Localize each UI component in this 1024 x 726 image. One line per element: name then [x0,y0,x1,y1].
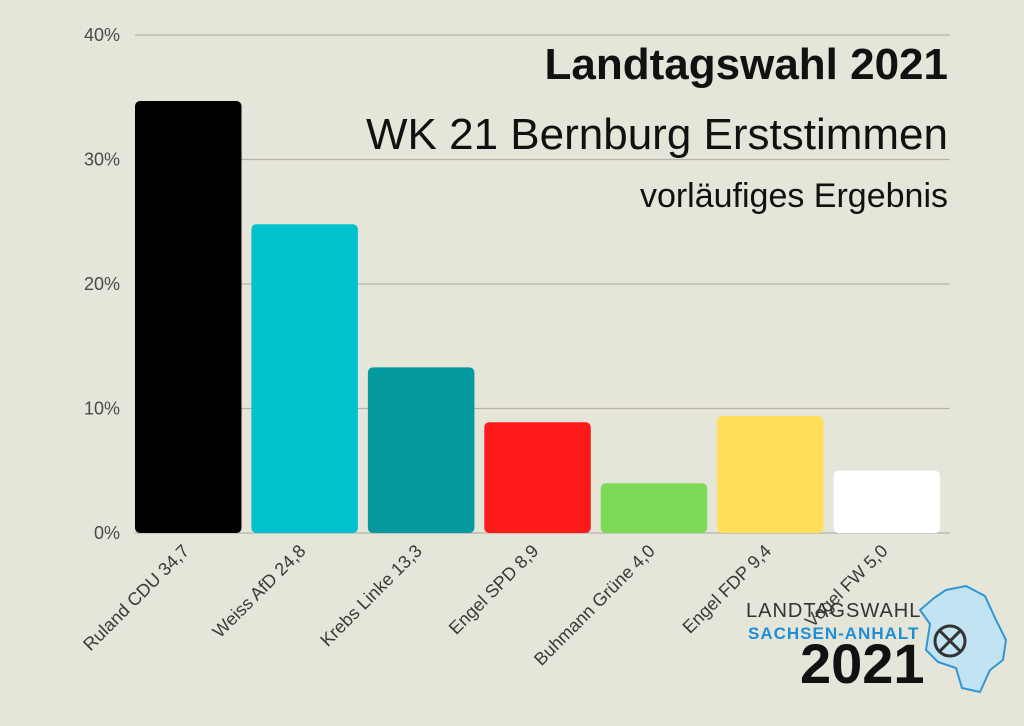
x-category-label: Buhmann Grüne 4,0 [530,541,659,670]
ballot-circle-icon [933,624,967,658]
y-tick-label: 40% [84,25,120,45]
chart-subtitle-2: vorläufiges Ergebnis [640,177,948,215]
y-tick-label: 0% [94,523,120,543]
x-category-label: Weiss AfD 24,8 [209,541,310,642]
bar [717,416,824,533]
bars [135,101,941,534]
y-tick-label: 30% [84,150,120,170]
bar [251,224,358,533]
logo-year: 2021 [800,632,925,695]
y-tick-label: 20% [84,274,120,294]
bar [833,470,941,534]
saxony-anhalt-map-icon [918,584,1008,694]
x-category-label: Krebs Linke 13,3 [316,541,426,651]
x-category-label: Ruland CDU 34,7 [79,541,193,655]
chart-subtitle: WK 21 Bernburg Erststimmen [366,110,948,159]
logo-line-2: SACHSEN-ANHALT [748,624,919,643]
election-logo: LANDTAGSWAHL SACHSEN-ANHALT 2021 [746,584,1008,695]
y-axis-ticks: 0% 10% 20% 30% 40% [84,25,120,543]
bar [600,483,708,533]
chart-title: Landtagswahl 2021 [545,40,948,89]
y-tick-label: 10% [84,399,120,419]
logo-line-1: LANDTAGSWAHL [746,600,921,622]
bar [135,101,242,533]
bar [484,422,591,533]
bar [367,367,475,533]
ballot-cross-icon [937,628,963,654]
x-category-label: Engel FDP 9,4 [679,541,776,638]
x-category-label: Engel SPD 8,9 [445,541,543,639]
